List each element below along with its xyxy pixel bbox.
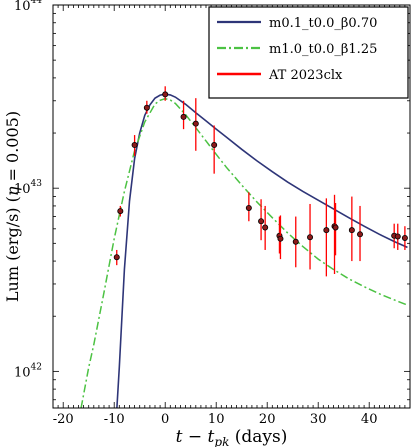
data-point-5 (180, 113, 187, 120)
x-tick-label: 20 (259, 412, 276, 427)
x-tick-label: -10 (104, 412, 125, 427)
data-point-22 (401, 234, 408, 241)
data-point-2 (131, 142, 138, 149)
legend-label-1: m1.0_t0.0_β1.25 (269, 42, 377, 57)
y-tick-label: 1044 (14, 0, 42, 14)
x-axis-label: t − tpk (days) (176, 427, 288, 447)
data-point-15 (323, 227, 330, 234)
x-tick-label: 10 (208, 412, 225, 427)
legend-label-0: m0.1_t0.0_β0.70 (269, 16, 377, 31)
x-tick-label: 30 (310, 412, 327, 427)
data-point-14 (307, 234, 314, 241)
x-tick-label: 0 (161, 412, 169, 427)
data-point-10 (262, 224, 269, 231)
data-point-0 (113, 254, 120, 261)
axis-labels: t − tpk (days) Lum (erg/s) (η = 0.005) (3, 111, 287, 447)
data-point-3 (143, 104, 150, 111)
data-point-21 (394, 233, 401, 240)
observed-points (113, 86, 408, 277)
y-axis-label: Lum (erg/s) (η = 0.005) (3, 111, 22, 302)
data-point-9 (258, 218, 265, 225)
series-line-1 (80, 97, 408, 408)
x-tick-label: -20 (53, 412, 74, 427)
data-point-19 (357, 231, 364, 238)
x-tick-label: 40 (361, 412, 378, 427)
data-point-7 (211, 142, 218, 149)
data-point-8 (245, 204, 252, 211)
legend-label-2: AT 2023clx (268, 68, 343, 83)
data-point-12 (277, 235, 284, 242)
legend: m0.1_t0.0_β0.70 m1.0_t0.0_β1.25 AT 2023clx (208, 6, 409, 99)
data-point-6 (192, 120, 199, 127)
data-point-4 (162, 91, 169, 98)
y-tick-label: 1042 (14, 362, 42, 380)
data-point-17 (332, 224, 339, 231)
data-point-1 (117, 208, 124, 215)
data-point-18 (348, 227, 355, 234)
data-point-13 (292, 238, 299, 245)
